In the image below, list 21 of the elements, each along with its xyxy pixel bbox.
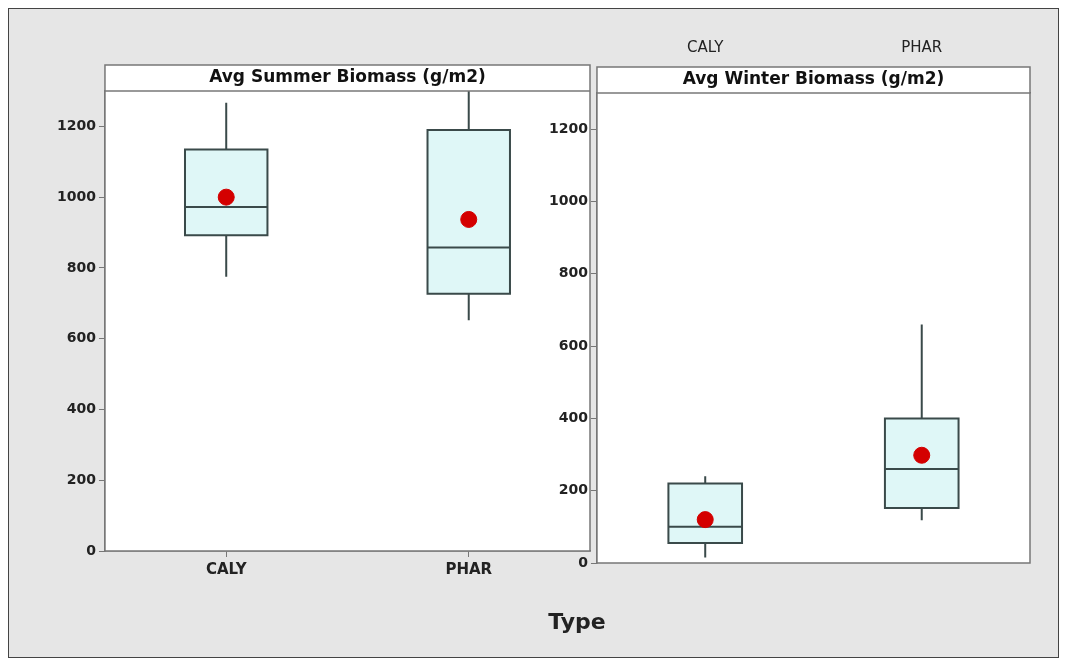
- y-tick-label: 400: [66, 400, 97, 417]
- y-tick-label: 800: [66, 258, 97, 275]
- x-axis-title: Type: [547, 609, 607, 634]
- chart-title: Avg Summer Biomass (g/m2): [209, 66, 486, 87]
- y-tick-label: 1000: [549, 192, 589, 209]
- y-tick-label: 0: [578, 553, 589, 570]
- x-tick-label: PHAR: [901, 37, 943, 56]
- y-tick-label: 600: [558, 336, 589, 353]
- y-tick-label: 1200: [57, 117, 97, 134]
- y-tick-label: 0: [86, 541, 97, 558]
- y-tick-label: 200: [558, 481, 589, 498]
- x-tick-label: CALY: [687, 37, 725, 56]
- y-tick-label: 1200: [549, 119, 589, 136]
- y-tick-label: 200: [66, 470, 97, 487]
- y-tick-label: 400: [558, 409, 589, 426]
- y-tick-label: 600: [66, 329, 97, 346]
- chart-title: Avg Winter Biomass (g/m2): [682, 68, 945, 89]
- x-tick-label: PHAR: [445, 559, 493, 578]
- y-tick-label: 800: [558, 264, 589, 281]
- y-tick-label: 1000: [57, 187, 97, 204]
- x-tick-label: CALY: [205, 559, 248, 578]
